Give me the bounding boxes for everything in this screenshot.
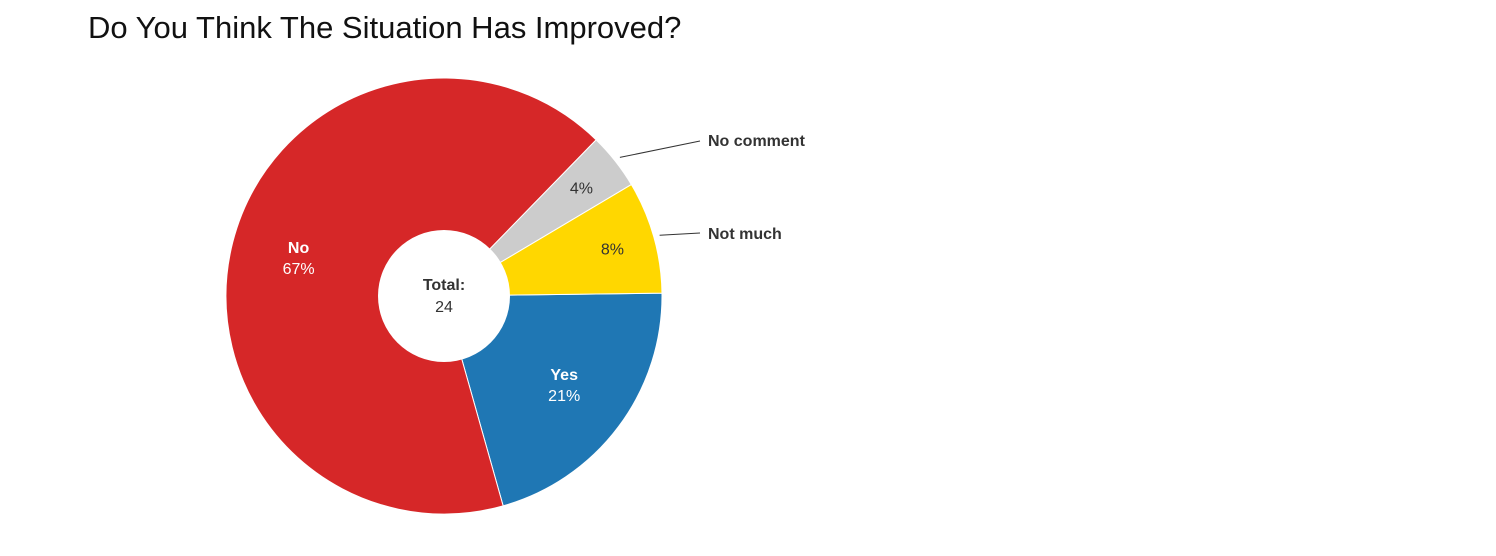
- slice-percent-not-much: 8%: [601, 242, 624, 259]
- leader-line-not-much: [659, 232, 701, 236]
- slice-label-no: No: [288, 240, 310, 257]
- slice-percent-no-comment: 4%: [570, 181, 593, 198]
- slice-percent-yes: 21%: [548, 388, 580, 405]
- labels-group: Yes 21% No 67% 4% No comment 8% Not much: [283, 133, 806, 405]
- slice-yes: [443, 292, 663, 507]
- slice-label-no-comment: No comment: [708, 133, 806, 150]
- slice-percent-no: 67%: [283, 261, 315, 278]
- leader-lines-group: [619, 140, 701, 236]
- center-total-label: Total:: [423, 277, 465, 294]
- leader-line-no-comment: [619, 140, 701, 158]
- slice-label-not-much: Not much: [708, 226, 782, 243]
- center-total-value: 24: [435, 299, 453, 316]
- chart-title: Do You Think The Situation Has Improved?: [88, 10, 682, 45]
- donut-hole: [378, 230, 510, 362]
- slice-label-yes: Yes: [550, 367, 578, 384]
